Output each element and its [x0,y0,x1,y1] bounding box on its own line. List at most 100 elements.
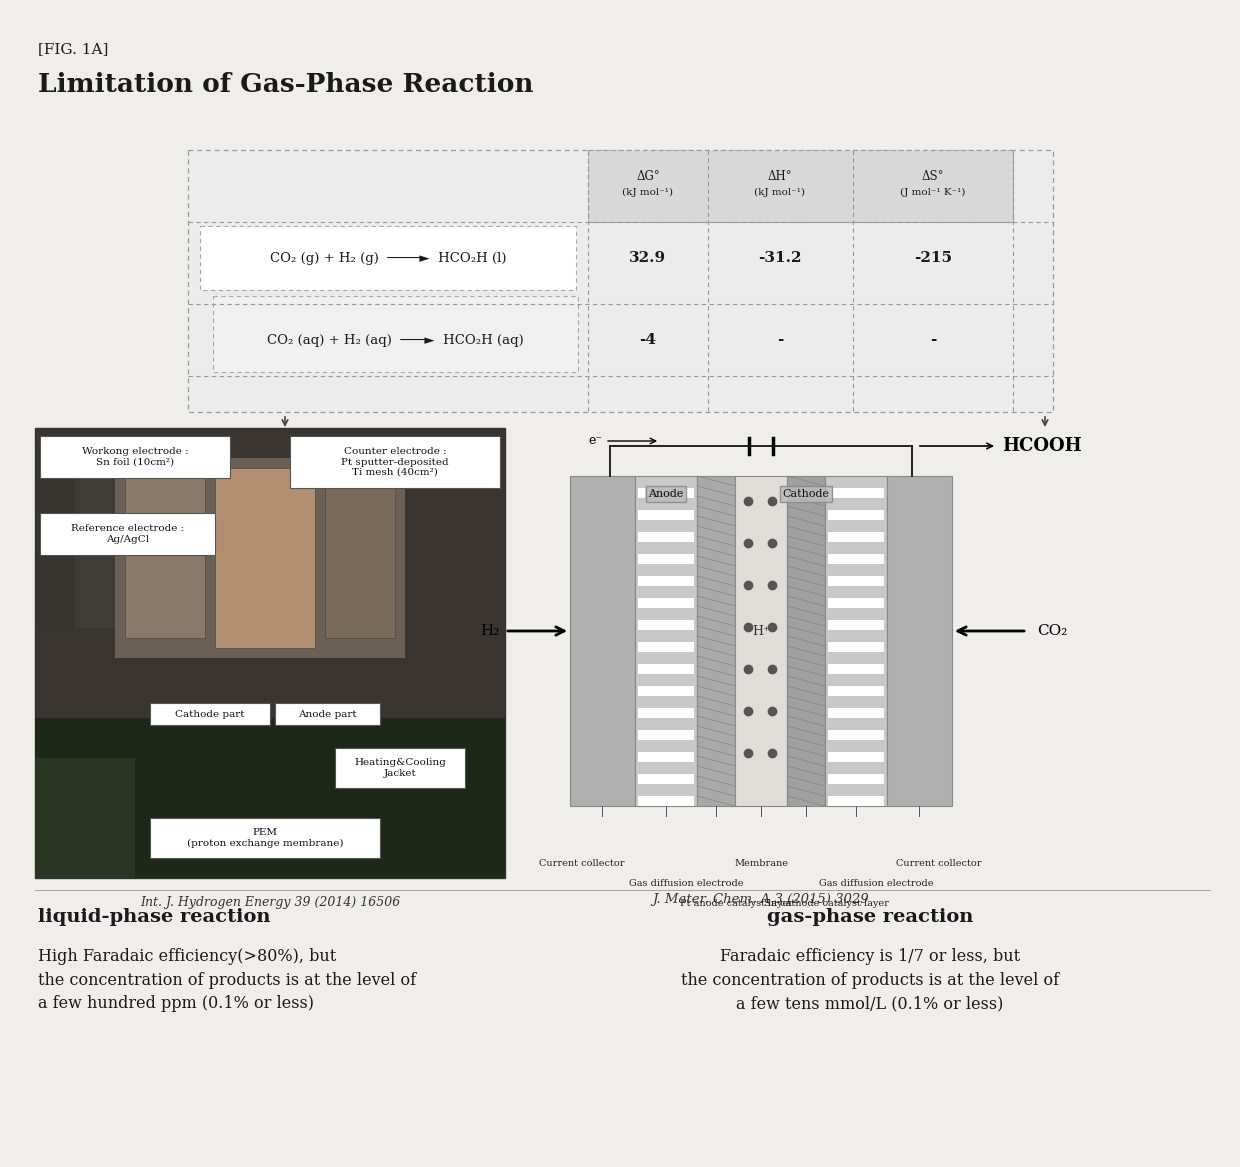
Text: Anode: Anode [647,489,683,499]
Text: Cathode part: Cathode part [175,710,244,719]
Bar [588,151,1013,222]
Bar [150,703,270,725]
Text: CO₂ (aq) + H₂ (aq)  ───►  HCO₂H (aq): CO₂ (aq) + H₂ (aq) ───► HCO₂H (aq) [267,334,523,347]
Text: Membrane: Membrane [734,859,787,868]
Text: -31.2: -31.2 [758,251,802,265]
Text: [FIG. 1A]: [FIG. 1A] [38,42,108,56]
Bar [35,428,505,878]
Text: (kJ mol⁻¹): (kJ mol⁻¹) [754,188,806,197]
Bar [828,510,884,520]
Bar [828,554,884,564]
Text: Current collector: Current collector [897,859,982,868]
Bar [125,468,205,638]
Bar [325,468,396,638]
Text: HCOOH: HCOOH [1002,436,1081,455]
Text: CO₂: CO₂ [1037,624,1068,638]
Text: -: - [776,333,784,347]
Text: -215: -215 [914,251,952,265]
Bar [155,448,197,628]
Text: J. Mater. Chem. A 3 (2015) 3029: J. Mater. Chem. A 3 (2015) 3029 [652,893,869,906]
Text: gas-phase reaction: gas-phase reaction [766,908,973,925]
Bar [639,752,694,762]
Bar [639,731,694,740]
Text: H⁺: H⁺ [753,624,770,637]
Bar [828,731,884,740]
Bar [35,718,505,878]
Bar [35,759,135,878]
Bar [115,457,405,658]
Bar [639,708,694,718]
Text: Int. J. Hydrogen Energy 39 (2014) 16506: Int. J. Hydrogen Energy 39 (2014) 16506 [140,896,401,909]
Bar [825,476,887,806]
Text: ΔH°: ΔH° [768,170,792,183]
Text: -4: -4 [640,333,656,347]
Bar [828,752,884,762]
Bar [74,448,117,628]
Bar [215,468,315,648]
Text: PEM
(proton exchange membrane): PEM (proton exchange membrane) [187,829,343,847]
Bar [639,664,694,675]
Bar [828,642,884,652]
Bar [200,226,577,291]
Bar [639,796,694,806]
Bar [150,818,379,858]
Text: ΔS°: ΔS° [921,170,944,183]
Bar [828,774,884,784]
Bar [639,554,694,564]
Text: Workong electrode :
Sn foil (10cm²): Workong electrode : Sn foil (10cm²) [82,447,188,467]
Bar [275,703,379,725]
Text: (J mol⁻¹ K⁻¹): (J mol⁻¹ K⁻¹) [900,188,966,197]
Bar [828,686,884,696]
Bar [639,686,694,696]
Bar [697,476,735,806]
Text: Pt anode catalyst layer: Pt anode catalyst layer [680,899,792,908]
Text: Anode: Anode [649,489,683,499]
Text: Gas diffusion electrode: Gas diffusion electrode [629,879,743,888]
Bar [639,532,694,541]
Text: Limitation of Gas-Phase Reaction: Limitation of Gas-Phase Reaction [38,72,533,97]
Text: High Faradaic efficiency(>80%), but
the concentration of products is at the leve: High Faradaic efficiency(>80%), but the … [38,948,417,1012]
Bar [828,576,884,586]
Bar [639,620,694,630]
Text: Sn cathode catalyst layer: Sn cathode catalyst layer [764,899,888,908]
Bar [828,708,884,718]
Bar [40,513,215,555]
Text: -: - [930,333,936,347]
Text: liquid-phase reaction: liquid-phase reaction [38,908,270,925]
Bar [213,296,578,372]
Bar [639,642,694,652]
Bar [290,436,500,488]
Bar [188,151,1053,412]
Bar [639,598,694,608]
Bar [887,476,952,806]
Bar [335,748,465,788]
Text: Cathode: Cathode [782,489,830,499]
Bar [828,664,884,675]
Text: CO₂ (g) + H₂ (g)  ────►  HCO₂H (l): CO₂ (g) + H₂ (g) ────► HCO₂H (l) [270,252,506,265]
Bar [828,488,884,498]
Bar [40,436,229,478]
Bar [639,774,694,784]
Bar [828,598,884,608]
Text: (kJ mol⁻¹): (kJ mol⁻¹) [622,188,673,197]
Bar [787,476,825,806]
Text: ΔG°: ΔG° [636,170,660,183]
Text: Anode part: Anode part [298,710,357,719]
Bar [570,476,635,806]
Text: Counter electrode :
Pt sputter-deposited
Ti mesh (40cm²): Counter electrode : Pt sputter-deposited… [341,447,449,477]
Text: Gas diffusion electrode: Gas diffusion electrode [818,879,934,888]
Bar [828,796,884,806]
Text: Reference electrode :
Ag/AgCl: Reference electrode : Ag/AgCl [71,524,184,544]
Bar [828,620,884,630]
Text: Faradaic efficiency is 1/7 or less, but
the concentration of products is at the : Faradaic efficiency is 1/7 or less, but … [681,948,1059,1012]
Bar [828,532,884,541]
Bar [639,488,694,498]
Text: Current collector: Current collector [539,859,625,868]
Text: e⁻: e⁻ [588,433,601,447]
Bar [639,576,694,586]
Bar [115,448,157,628]
Text: H₂: H₂ [481,624,500,638]
Bar [735,476,787,806]
Text: 32.9: 32.9 [630,251,667,265]
Bar [639,510,694,520]
